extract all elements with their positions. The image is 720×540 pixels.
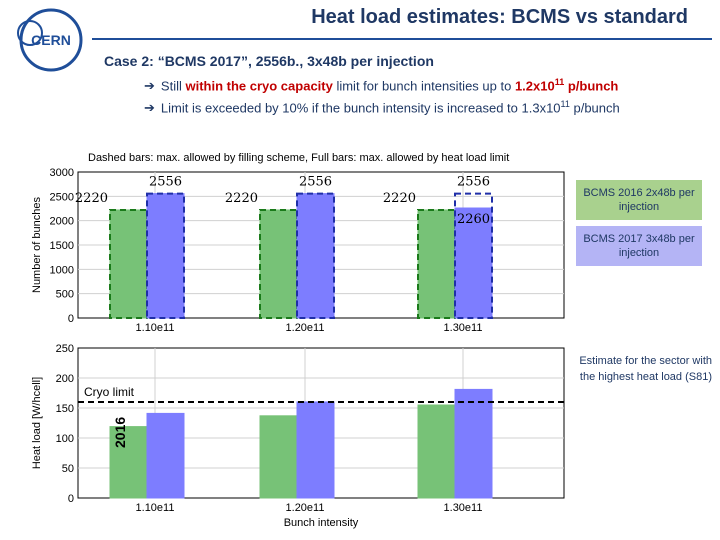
bar-bcms2016-1.10e11 (109, 426, 148, 499)
logo-text: CERN (31, 32, 71, 48)
bar-bcms2017-1.10e11 (146, 412, 185, 499)
bar-bcms2016-1.30e11 (417, 209, 456, 319)
data-label-blue: 2556 (149, 175, 182, 190)
y-tick-label: 100 (56, 433, 74, 445)
bar-bcms2017-1.20e11 (296, 193, 335, 319)
data-label-green: 2220 (75, 191, 108, 206)
chart-caption: Dashed bars: max. allowed by filling sch… (88, 152, 510, 164)
y-axis-label: Number of bunches (31, 197, 43, 293)
year-label: 2016 (112, 416, 128, 448)
x-tick-label: 1.20e11 (286, 322, 325, 334)
y-tick-label: 2500 (50, 191, 74, 203)
bullet-limit-exceeded: ➔ Limit is exceeded by 10% if the bunch i… (144, 99, 620, 116)
bar-bcms2016-1.20e11 (259, 415, 298, 499)
bar-max-allowed-dashed (454, 192, 493, 319)
sector-note: Estimate for the sector with the highest… (579, 355, 712, 383)
y-tick-label: 2000 (50, 216, 74, 228)
y-axis-label: Heat load [W/hcell] (31, 377, 43, 469)
data-label-blue-actual: 2260 (457, 212, 490, 227)
data-label-blue: 2556 (299, 175, 332, 190)
y-tick-label: 150 (56, 403, 74, 415)
bar-max-allowed-dashed (146, 192, 185, 319)
data-label-green: 2220 (383, 191, 416, 206)
bar-bcms2016-1.10e11 (109, 209, 148, 319)
arrow-icon: ➔ (144, 78, 155, 94)
title-underline (92, 38, 712, 40)
cern-logo: CERN (17, 8, 83, 72)
bar-bcms2016-1.30e11 (417, 404, 456, 499)
y-tick-label: 1000 (50, 264, 74, 276)
data-label-green: 2220 (225, 191, 258, 206)
x-tick-label: 1.30e11 (444, 502, 483, 514)
page-title: Heat load estimates: BCMS vs standard (311, 6, 688, 28)
logo-small-ring (17, 20, 43, 46)
bar-bcms2017-1.30e11 (454, 388, 493, 499)
legend-bcms-2017: BCMS 2017 3x48b per injection (576, 226, 702, 266)
x-axis-label: Bunch intensity (284, 517, 359, 529)
y-tick-label: 250 (56, 343, 74, 355)
bullet-within-limit: ➔ Still within the cryo capacity limit fo… (144, 77, 619, 94)
case-heading: Case 2: “BCMS 2017”, 2556b., 3x48b per i… (104, 53, 434, 69)
y-tick-label: 200 (56, 373, 74, 385)
x-tick-label: 1.10e11 (136, 502, 175, 514)
bar-bcms2016-1.20e11 (259, 209, 298, 319)
y-tick-label: 500 (56, 289, 74, 301)
y-tick-label: 1500 (50, 240, 74, 252)
y-tick-label: 0 (68, 313, 74, 325)
y-tick-label: 3000 (50, 167, 74, 179)
bar-bcms2017-1.10e11 (146, 193, 185, 319)
legend-bcms-2016: BCMS 2016 2x48b per injection (576, 180, 702, 220)
arrow-icon: ➔ (144, 100, 155, 116)
y-tick-label: 0 (68, 493, 74, 505)
cryo-limit-label: Cryo limit (84, 385, 134, 399)
x-tick-label: 1.20e11 (286, 502, 325, 514)
y-tick-label: 50 (62, 463, 74, 475)
data-label-blue: 2556 (457, 175, 490, 190)
x-tick-label: 1.10e11 (136, 322, 175, 334)
bar-max-allowed-dashed (296, 192, 335, 319)
bar-bcms2017-1.20e11 (296, 401, 335, 499)
x-tick-label: 1.30e11 (444, 322, 483, 334)
